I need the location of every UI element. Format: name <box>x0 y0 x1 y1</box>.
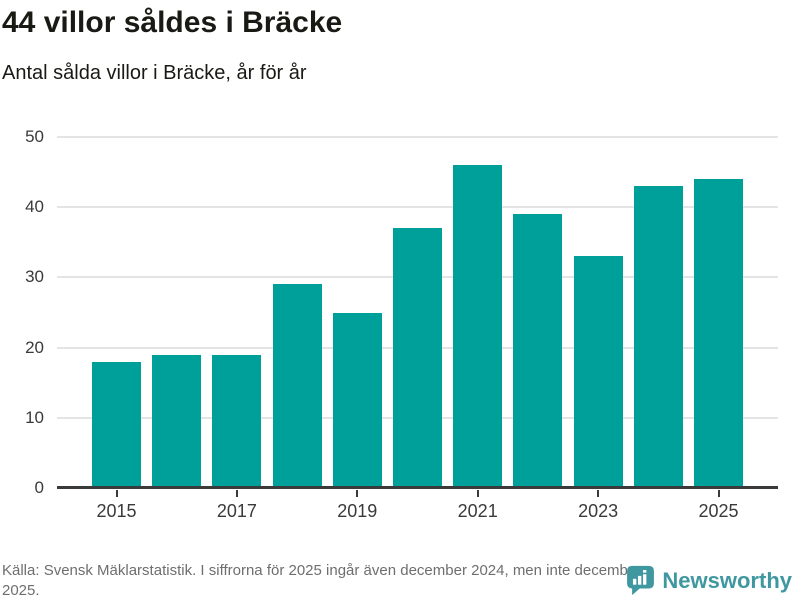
page-subtitle: Antal sålda villor i Bräcke, år för år <box>2 62 307 84</box>
plot-area: 0 10 20 30 40 50 2015 2017 2019 2021 2023 2025 <box>25 127 778 521</box>
bar-2019 <box>332 312 382 488</box>
x-tick-mark-2025 <box>717 490 720 497</box>
gridline-y-50 <box>57 136 778 138</box>
bar-2016 <box>152 354 202 488</box>
x-tick-label-2025: 2025 <box>698 501 739 521</box>
x-tick-label-2019: 2019 <box>337 501 378 521</box>
y-tick-label-30: 30 <box>25 267 44 287</box>
x-tick-label-2021: 2021 <box>457 501 498 521</box>
x-tick-mark-2021 <box>476 490 479 497</box>
x-tick-mark-2019 <box>356 490 359 497</box>
source-note: Källa: Svensk Mäklarstatistik. I siffror… <box>2 562 642 600</box>
x-tick-mark-2017 <box>235 490 238 497</box>
page-title: 44 villor såldes i Bräcke <box>2 6 343 39</box>
y-tick-label-40: 40 <box>25 197 44 217</box>
bar-2025 <box>694 179 743 488</box>
bar-2017 <box>212 354 262 488</box>
y-tick-label-50: 50 <box>25 127 44 146</box>
gridline-y-40 <box>57 206 778 209</box>
newsworthy-bubble-chart-icon <box>626 565 655 596</box>
bar-2015 <box>92 361 141 488</box>
y-tick-label-0: 0 <box>34 478 44 497</box>
bar-2021 <box>453 165 503 488</box>
x-tick-label-2023: 2023 <box>578 501 619 521</box>
bar-2023 <box>573 256 623 488</box>
x-tick-mark-2015 <box>115 490 118 497</box>
newsworthy-logo-text: Newsworthy <box>662 567 792 593</box>
y-tick-label-10: 10 <box>25 407 44 427</box>
x-tick-label-2017: 2017 <box>216 501 257 521</box>
bar-2018 <box>272 284 322 488</box>
bar-2024 <box>633 186 683 488</box>
x-tick-label-2015: 2015 <box>96 501 137 521</box>
x-tick-mark-2023 <box>597 490 600 497</box>
y-tick-label-20: 20 <box>25 337 44 357</box>
bar-2022 <box>513 214 563 488</box>
bar-2020 <box>393 228 442 488</box>
newsworthy-logo: Newsworthy <box>626 565 792 596</box>
x-axis-line <box>57 486 778 489</box>
